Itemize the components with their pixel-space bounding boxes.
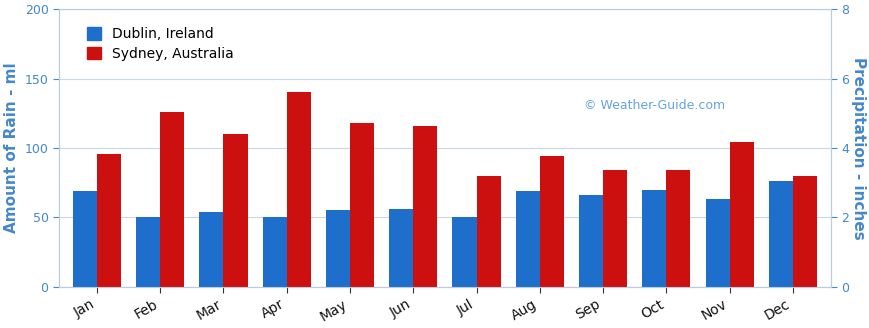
Bar (539, 156, 563, 287)
Bar (705, 199, 729, 287)
Bar (160, 112, 184, 287)
Bar (515, 191, 539, 287)
Bar (287, 92, 310, 287)
Bar (729, 142, 753, 287)
Bar (641, 190, 666, 287)
Bar (199, 212, 223, 287)
Legend: Dublin, Ireland, Sydney, Australia: Dublin, Ireland, Sydney, Australia (82, 22, 239, 66)
Bar (96, 154, 121, 287)
Bar (476, 176, 500, 287)
Bar (602, 170, 627, 287)
Bar (73, 191, 96, 287)
Bar (223, 134, 248, 287)
Bar (768, 181, 792, 287)
Bar (136, 217, 160, 287)
Bar (349, 123, 374, 287)
Bar (326, 211, 349, 287)
Bar (262, 217, 287, 287)
Y-axis label: Precipitation - inches: Precipitation - inches (850, 57, 865, 239)
Bar (452, 217, 476, 287)
Bar (413, 126, 437, 287)
Y-axis label: Amount of Rain - ml: Amount of Rain - ml (4, 63, 19, 233)
Bar (792, 176, 816, 287)
Bar (388, 209, 413, 287)
Bar (579, 195, 602, 287)
Bar (666, 170, 689, 287)
Text: © Weather-Guide.com: © Weather-Guide.com (583, 99, 724, 112)
